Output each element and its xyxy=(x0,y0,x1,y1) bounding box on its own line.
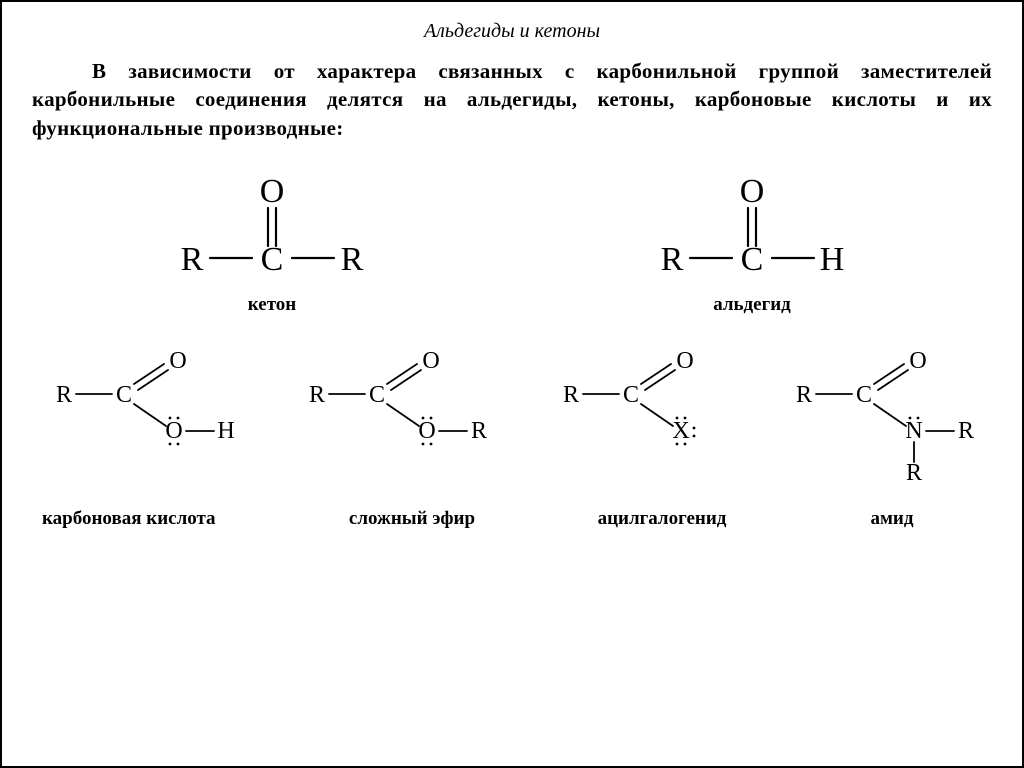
atom-C: C xyxy=(623,382,639,408)
atom-R1: R xyxy=(181,241,204,278)
atom-R: R xyxy=(563,382,579,408)
acid-label: карбоновая кислота xyxy=(42,508,272,530)
aldehyde-block: O C R H альдегид xyxy=(632,158,872,316)
atom-H: H xyxy=(217,418,234,444)
atom-R2: R xyxy=(341,241,364,278)
atom-X: X xyxy=(672,418,689,444)
atom-R: R xyxy=(56,382,72,408)
ketone-structure: O C R R xyxy=(152,158,392,288)
amide-structure: R C O N R R xyxy=(782,334,982,484)
bottom-labels-row: карбоновая кислота сложный эфир ацилгало… xyxy=(32,508,992,530)
atom-C: C xyxy=(369,382,385,408)
ester-structure: R C O O R xyxy=(295,334,495,474)
atom-C: C xyxy=(856,382,872,408)
atom-O-bottom: O xyxy=(419,418,436,444)
atom-R: R xyxy=(309,382,325,408)
intro-paragraph: В зависимости от характера связанных с к… xyxy=(32,57,992,142)
aldehyde-structure: O C R H xyxy=(632,158,872,288)
atom-C: C xyxy=(741,241,764,278)
aldehyde-label: альдегид xyxy=(713,294,791,316)
ester-label: сложный эфир xyxy=(302,508,522,530)
atom-O: O xyxy=(260,173,285,210)
atom-O-top: O xyxy=(169,348,186,374)
top-structures-row: O C R R кетон O C R H альдегид xyxy=(32,158,992,316)
amide-label: амид xyxy=(802,508,982,530)
atom-O: O xyxy=(676,348,693,374)
atom-R: R xyxy=(661,241,684,278)
ketone-label: кетон xyxy=(248,294,296,316)
acyl-label: ацилгалогенид xyxy=(552,508,772,530)
bottom-structures-row: R C O O H R C O O R xyxy=(32,334,992,484)
atom-O: O xyxy=(909,348,926,374)
atom-H: H xyxy=(820,241,845,278)
atom-C: C xyxy=(261,241,284,278)
atom-R3: R xyxy=(906,460,922,484)
ketone-block: O C R R кетон xyxy=(152,158,392,316)
atom-R2: R xyxy=(471,418,487,444)
atom-N: N xyxy=(905,418,922,444)
atom-R: R xyxy=(796,382,812,408)
atom-C: C xyxy=(116,382,132,408)
acylhalide-structure: R C O X xyxy=(549,334,729,474)
page-title: Альдегиды и кетоны xyxy=(32,20,992,43)
atom-O-top: O xyxy=(423,348,440,374)
atom-O: O xyxy=(740,173,765,210)
acid-structure: R C O O H xyxy=(42,334,242,474)
atom-O-bottom: O xyxy=(165,418,182,444)
atom-R2: R xyxy=(958,418,974,444)
